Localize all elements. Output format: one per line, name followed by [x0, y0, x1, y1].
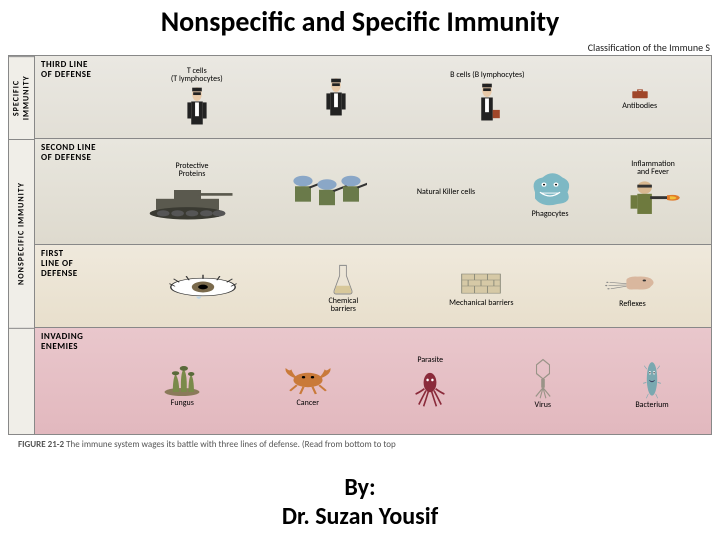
agent-icon — [181, 84, 213, 130]
diagram-area: Classification of the Immune S SPECIFIC … — [0, 41, 720, 468]
diagram-item: Mechanical barriers — [449, 268, 513, 307]
item-label: Antibodies — [622, 102, 657, 110]
diagram-item: Reflexes — [604, 267, 660, 308]
side-label: NONSPECIFIC IMMUNITY — [9, 139, 34, 328]
item-label: B cells (B lymphocytes) — [450, 71, 524, 79]
agent-icon — [320, 75, 352, 121]
diagram-item: ProtectiveProteins — [147, 162, 237, 223]
bacterium-icon — [639, 356, 665, 400]
diagram-item: Cancer — [280, 358, 336, 407]
defense-row: THIRD LINEOF DEFENSET cells(T lymphocyte… — [35, 56, 711, 139]
item-label: Mechanical barriers — [449, 299, 513, 307]
phage-icon — [525, 356, 561, 400]
side-label: SPECIFIC IMMUNITY — [9, 56, 34, 139]
diagram-item: Antibodies — [622, 87, 657, 110]
byline: By: Dr. Suzan Yousif — [0, 468, 720, 540]
diagram-item: Bacterium — [635, 356, 668, 409]
defense-row: SECOND LINEOF DEFENSE ProtectiveProteins N… — [35, 139, 711, 245]
immune-diagram: SPECIFIC IMMUNITYNONSPECIFIC IMMUNITY TH… — [8, 55, 712, 435]
byline-author: Dr. Suzan Yousif — [0, 503, 720, 532]
row-content: Chemicalbarriers Mechanical barriers Refle… — [35, 245, 711, 327]
diagram-item — [287, 170, 367, 215]
row-title: INVADINGENEMIES — [41, 332, 83, 352]
fungus-icon — [159, 358, 205, 398]
diagram-item: Natural Killer cells — [417, 188, 475, 197]
diagram-item: Chemicalbarriers — [329, 262, 359, 313]
side-label-column: SPECIFIC IMMUNITYNONSPECIFIC IMMUNITY — [9, 56, 35, 434]
diagram-item: T cells(T lymphocytes) — [171, 67, 223, 130]
sneeze-icon — [604, 267, 660, 299]
diagram-item: Virus — [525, 356, 561, 409]
item-label: Inflammationand Fever — [631, 160, 675, 176]
diagram-item: Inflammationand Fever — [625, 160, 681, 225]
agent-brief-icon — [471, 80, 503, 126]
diagram-item: Fungus — [159, 358, 205, 407]
row-content: T cells(T lymphocytes) B cells (B lymphoc… — [35, 56, 711, 138]
parasite-icon — [410, 365, 450, 409]
item-label: Parasite — [417, 356, 443, 364]
item-label: T cells(T lymphocytes) — [171, 67, 223, 83]
item-label: Cancer — [297, 399, 319, 407]
row-content: Fungus Cancer Parasite Virus Bacterium — [35, 328, 711, 434]
byline-by: By: — [0, 474, 720, 503]
slide: Nonspecific and Specific Immunity Classi… — [0, 0, 720, 540]
figure-number: FIGURE 21-2 — [18, 439, 64, 450]
crab-icon — [280, 358, 336, 398]
row-title: SECOND LINEOF DEFENSE — [41, 143, 96, 163]
briefcase-icon — [629, 87, 651, 101]
soldier-trio-icon — [287, 170, 367, 214]
wall-icon — [458, 268, 504, 298]
diagram-item — [168, 270, 238, 305]
item-label: ProtectiveProteins — [175, 162, 208, 178]
figure-text: The immune system wages its battle with … — [66, 439, 396, 450]
defense-row: INVADINGENEMIES Fungus Cancer Parasite Virus… — [35, 328, 711, 434]
diagram-item: B cells (B lymphocytes) — [450, 71, 524, 126]
eye-icon — [168, 270, 238, 304]
row-content: ProtectiveProteins Natural Killer cells Ph… — [35, 139, 711, 244]
tank-icon — [147, 179, 237, 223]
flame-soldier-icon — [625, 177, 681, 225]
blob-icon — [525, 167, 575, 209]
figure-caption: FIGURE 21-2 The immune system wages its … — [8, 435, 712, 450]
item-label: Natural Killer cells — [417, 188, 475, 196]
item-label: Phagocytes — [532, 210, 569, 218]
diagram-rows: THIRD LINEOF DEFENSET cells(T lymphocyte… — [35, 56, 711, 434]
item-label: Bacterium — [635, 401, 668, 409]
diagram-item — [320, 75, 352, 122]
item-label: Fungus — [171, 399, 194, 407]
item-label: Reflexes — [619, 300, 646, 308]
defense-row: FIRSTLINE OFDEFENSE Chemicalbarriers Mecha… — [35, 245, 711, 328]
diagram-item: Phagocytes — [525, 167, 575, 218]
row-title: FIRSTLINE OFDEFENSE — [41, 249, 78, 279]
classification-header: Classification of the Immune S — [588, 41, 710, 54]
row-title: THIRD LINEOF DEFENSE — [41, 60, 91, 80]
beaker-icon — [329, 262, 357, 296]
side-label — [9, 328, 34, 434]
diagram-item: Parasite — [410, 356, 450, 409]
item-label: Virus — [535, 401, 552, 409]
slide-title: Nonspecific and Specific Immunity — [0, 0, 720, 41]
item-label: Chemicalbarriers — [329, 297, 359, 313]
